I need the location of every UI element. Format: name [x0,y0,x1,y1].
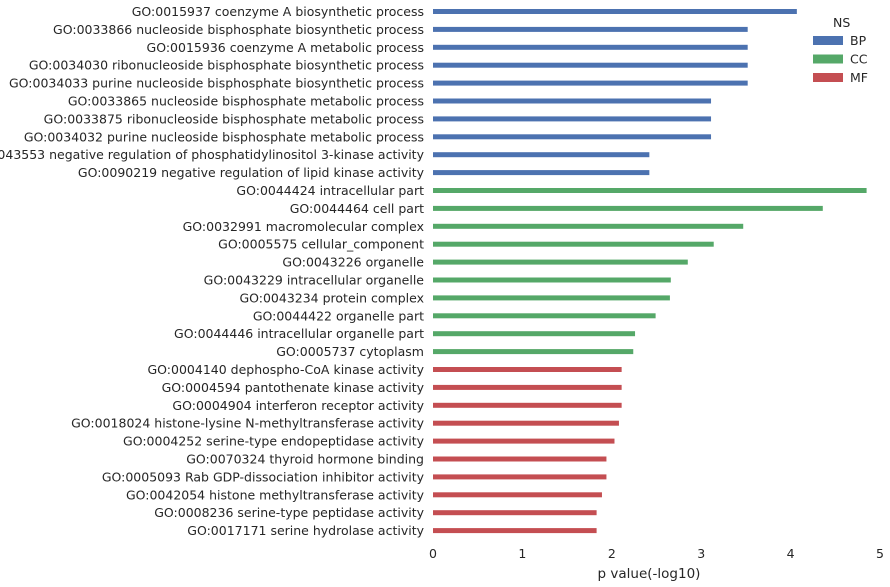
bar-22 [433,384,622,390]
legend-swatch-mf [813,73,843,82]
bar-28 [433,492,602,498]
x-axis-title: p value(-log10) [598,566,701,582]
bar-21 [433,367,622,372]
bar-7 [433,116,712,122]
x-ticks-group: 0 1 2 3 4 5 [429,546,884,561]
legend-title: NS [833,15,850,30]
legend-swatch-cc [813,54,843,64]
x-tick-label: 1 [518,546,526,561]
x-tick-label: 2 [608,546,616,561]
bar-13 [433,223,744,229]
bar-27 [433,474,607,480]
x-tick-label: 4 [787,546,795,561]
bar-12 [433,205,823,211]
bar-14 [433,241,714,247]
category-label: GO:0070324 thyroid hormone binding [186,452,424,467]
category-label: GO:0044422 organelle part [253,308,424,323]
legend-label-mf: MF [850,70,868,85]
bar-15 [433,259,688,265]
category-label: GO:0004252 serine-type endopeptidase act… [123,434,425,449]
category-label: GO:0017171 serine hydrolase activity [187,523,424,538]
category-label: GO:0015937 coenzyme A biosynthetic proce… [132,4,424,19]
category-label: GO:0090219 negative regulation of lipid … [78,165,425,180]
legend: NS BP CC MF [813,15,868,85]
category-label: GO:0004904 interferon receptor activity [172,398,424,413]
category-label: GO:0043234 protein complex [239,290,424,305]
bar-1 [433,9,797,14]
bar-18 [433,313,656,319]
legend-items: BP CC MF [813,33,868,85]
legend-label-cc: CC [850,52,868,67]
category-label: GO:0044446 intracellular organelle part [174,326,424,341]
legend-swatch-bp [813,36,843,45]
bar-2 [433,26,748,32]
bar-10 [433,170,650,176]
legend-label-bp: BP [850,33,867,48]
category-label: GO:0043229 intracellular organelle [204,273,425,288]
category-labels-group: GO:0015937 coenzyme A biosynthetic proce… [0,4,425,538]
category-label: GO:0004140 dephospho-CoA kinase activity [148,362,425,377]
bar-17 [433,295,670,301]
category-label: GO:0043226 organelle [282,255,424,270]
bar-3 [433,44,748,50]
bar-11 [433,188,867,193]
category-label: GO:0034032 purine nucleoside bisphosphat… [24,129,424,144]
bar-4 [433,62,748,68]
category-label: GO:0005093 Rab GDP-dissociation inhibito… [102,469,425,484]
category-label: GO:0033875 ribonucleoside bisphosphate m… [44,111,424,126]
bar-8 [433,134,712,140]
bar-29 [433,510,597,516]
x-tick-label: 0 [429,546,437,561]
bar-5 [433,80,748,86]
category-label: GO:0034033 purine nucleoside bisphosphat… [9,76,424,91]
bar-23 [433,402,622,408]
x-tick-label: 5 [876,546,884,561]
category-label: GO:0032991 macromolecular complex [183,219,424,234]
bar-19 [433,331,636,337]
category-label: GO:0004594 pantothenate kinase activity [162,380,425,395]
bar-16 [433,277,671,283]
category-label: GO:0033866 nucleoside bisphosphate biosy… [53,22,424,37]
category-label: GO:0005575 cellular_component [218,237,424,252]
category-label: GO:0042054 histone methyltransferase act… [126,487,425,502]
bar-25 [433,438,615,444]
category-label: GO:0044464 cell part [290,201,424,216]
category-label: GO:0005737 cytoplasm [276,344,424,359]
bar-6 [433,98,712,104]
category-label: GO:0044424 intracellular part [236,183,424,198]
category-label: GO:0034030 ribonucleoside bisphosphate b… [29,58,424,73]
category-label: GO:0033865 nucleoside bisphosphate metab… [68,94,424,109]
category-label: GO:0018024 histone-lysine N-methyltransf… [71,416,424,431]
bar-24 [433,420,619,426]
category-label: GO:0008236 serine-type peptidase activit… [154,505,424,520]
bar-30 [433,528,597,534]
bars-group [433,9,867,534]
x-tick-label: 3 [697,546,705,561]
category-label: GO:0015936 coenzyme A metabolic process [147,40,424,55]
bar-9 [433,152,650,158]
bar-26 [433,456,607,462]
bar-20 [433,349,634,355]
category-label: GO:0043553 negative regulation of phosph… [0,147,425,162]
